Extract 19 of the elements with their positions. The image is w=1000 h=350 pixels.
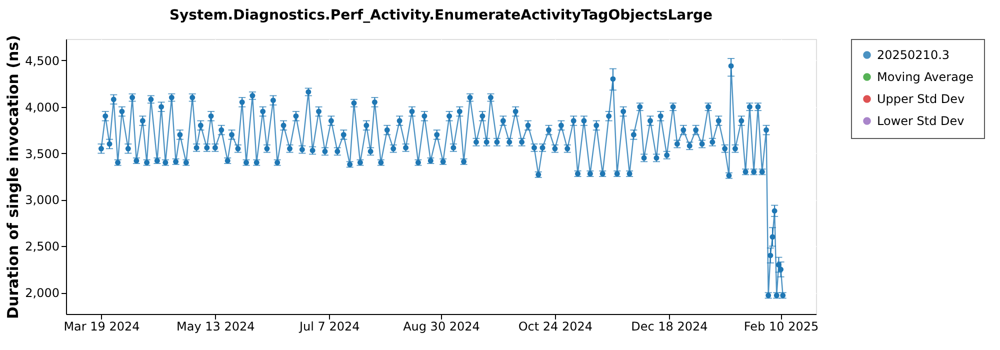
x-tick-label: Dec 18 2024: [631, 320, 708, 334]
y-tick-label: 4,500: [25, 54, 60, 68]
x-tick-label: Feb 10 2025: [744, 320, 819, 334]
x-tick-label: Mar 19 2024: [64, 320, 140, 334]
legend-label: 20250210.3: [877, 48, 950, 62]
y-tick-label: 2,000: [25, 286, 60, 300]
legend-label: Upper Std Dev: [877, 92, 965, 106]
y-tick-label: 2,500: [25, 240, 60, 254]
legend-label: Lower Std Dev: [877, 114, 964, 128]
y-axis-title: Duration of single invocation (ns): [4, 35, 22, 319]
legend-label: Moving Average: [877, 70, 974, 84]
chart-title: System.Diagnostics.Perf_Activity.EnumerateActivityTagObjectsLarge: [169, 8, 713, 24]
y-tick-label: 4,000: [25, 100, 60, 114]
x-tick-label: Aug 30 2024: [403, 320, 480, 334]
x-tick-label: Oct 24 2024: [518, 320, 593, 334]
y-tick-label: 3,000: [25, 193, 60, 208]
x-tick-label: Jul 7 2024: [298, 320, 360, 334]
y-tick-label: 3,500: [25, 146, 60, 161]
x-tick-label: May 13 2024: [176, 320, 255, 334]
